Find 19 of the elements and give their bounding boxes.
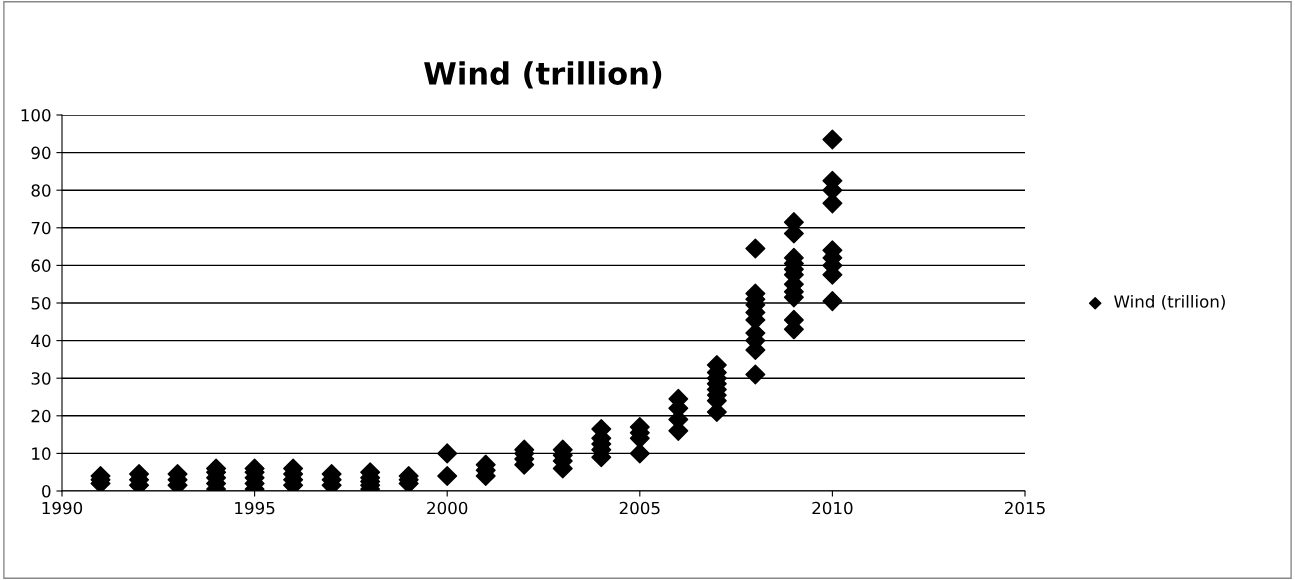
y-tick-label: 30 bbox=[31, 372, 51, 385]
y-tick-label: 60 bbox=[31, 259, 51, 272]
y-tick-label: 20 bbox=[31, 409, 51, 423]
y-tick-label: 100 bbox=[21, 108, 51, 122]
x-tick-label: 2005 bbox=[619, 501, 660, 515]
x-tick-label: 2015 bbox=[1005, 501, 1045, 515]
y-tick-label: 80 bbox=[31, 184, 51, 197]
chart-title: Wind (trillion) bbox=[424, 61, 662, 89]
y-tick-label: 40 bbox=[31, 334, 51, 348]
x-tick-label: 2000 bbox=[427, 501, 468, 515]
y-tick-label: 50 bbox=[31, 296, 51, 310]
y-tick-label: 90 bbox=[31, 146, 51, 160]
x-tick-label: 1990 bbox=[42, 501, 83, 515]
legend-label: Wind (trillion) bbox=[1114, 294, 1225, 310]
y-tick-label: 70 bbox=[31, 221, 51, 235]
y-tick-label: 0 bbox=[42, 484, 51, 498]
y-tick-label: 10 bbox=[32, 447, 51, 460]
x-tick-label: 2010 bbox=[812, 501, 853, 515]
x-tick-label: 1995 bbox=[235, 501, 275, 515]
